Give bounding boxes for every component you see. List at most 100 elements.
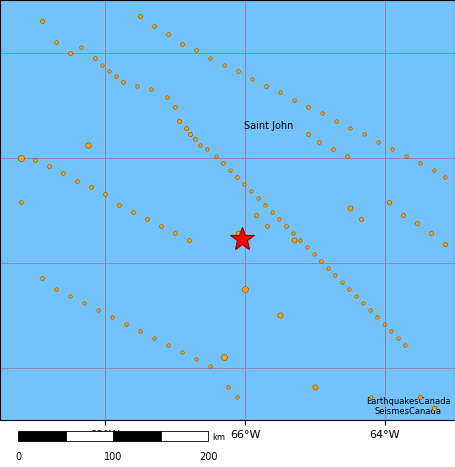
Point: [77, 43, 84, 51]
Point: [233, 173, 240, 180]
Point: [427, 229, 434, 237]
Point: [441, 240, 448, 248]
Point: [394, 334, 401, 342]
Point: [311, 383, 318, 390]
Point: [324, 264, 331, 272]
Point: [31, 156, 39, 163]
Point: [101, 191, 109, 198]
Point: [289, 229, 296, 237]
Text: 0: 0: [15, 452, 21, 461]
Point: [212, 152, 219, 159]
Point: [402, 152, 410, 159]
Point: [98, 61, 105, 69]
Point: [346, 124, 354, 132]
Point: [129, 209, 136, 216]
Point: [52, 38, 60, 46]
Point: [84, 142, 91, 149]
Point: [112, 72, 119, 79]
Point: [192, 47, 200, 54]
Point: [192, 355, 200, 363]
Point: [338, 278, 345, 285]
Point: [196, 142, 203, 149]
Point: [247, 187, 254, 195]
Point: [276, 89, 283, 96]
Point: [178, 348, 186, 356]
Point: [290, 236, 298, 243]
Point: [116, 201, 123, 209]
Point: [276, 311, 283, 319]
Point: [241, 285, 248, 293]
Point: [94, 306, 101, 314]
Point: [248, 75, 256, 83]
Point: [399, 212, 406, 219]
Point: [220, 61, 228, 69]
Point: [254, 194, 261, 201]
Point: [346, 204, 354, 212]
Point: [387, 327, 394, 335]
Bar: [66, 431, 113, 441]
Point: [345, 285, 352, 293]
Point: [264, 222, 271, 230]
Point: [357, 215, 364, 222]
Text: Saint John: Saint John: [244, 120, 293, 131]
Point: [147, 85, 154, 93]
Point: [150, 334, 157, 342]
Point: [238, 233, 245, 240]
Point: [164, 30, 172, 37]
Point: [332, 117, 339, 125]
Point: [343, 152, 350, 159]
Point: [380, 320, 387, 327]
Point: [203, 146, 210, 153]
Point: [360, 131, 368, 138]
Point: [389, 146, 396, 153]
Point: [275, 215, 282, 222]
Point: [268, 209, 275, 216]
Point: [38, 17, 46, 25]
Point: [318, 110, 326, 117]
Point: [207, 54, 214, 62]
Point: [136, 12, 144, 20]
Point: [367, 394, 374, 401]
Point: [416, 394, 424, 401]
Point: [133, 83, 140, 90]
Point: [329, 146, 336, 153]
Point: [317, 257, 324, 264]
Point: [352, 292, 359, 300]
Text: 200: 200: [199, 452, 217, 461]
Point: [73, 177, 81, 184]
Point: [240, 180, 247, 188]
Point: [52, 285, 60, 293]
Point: [290, 96, 298, 104]
Point: [105, 68, 112, 75]
Point: [157, 222, 165, 230]
Bar: [18, 431, 66, 441]
Point: [119, 78, 126, 85]
Point: [81, 299, 88, 306]
Point: [46, 163, 53, 170]
Point: [136, 327, 144, 335]
Point: [359, 299, 366, 306]
Point: [191, 135, 198, 142]
Point: [226, 166, 233, 174]
Point: [172, 229, 179, 237]
Point: [304, 131, 312, 138]
Point: [17, 198, 25, 205]
Point: [220, 354, 228, 361]
Point: [178, 41, 186, 48]
Point: [385, 198, 392, 205]
Point: [252, 212, 259, 219]
Point: [430, 404, 438, 411]
Point: [263, 83, 270, 90]
Point: [17, 154, 25, 162]
Point: [366, 306, 373, 314]
Text: 100: 100: [104, 452, 122, 461]
Point: [66, 49, 74, 57]
Point: [108, 314, 116, 321]
Point: [310, 251, 317, 258]
Point: [282, 222, 289, 230]
Point: [413, 219, 420, 226]
Point: [182, 124, 189, 132]
Point: [185, 236, 192, 243]
Bar: [161, 431, 208, 441]
Point: [91, 54, 98, 62]
